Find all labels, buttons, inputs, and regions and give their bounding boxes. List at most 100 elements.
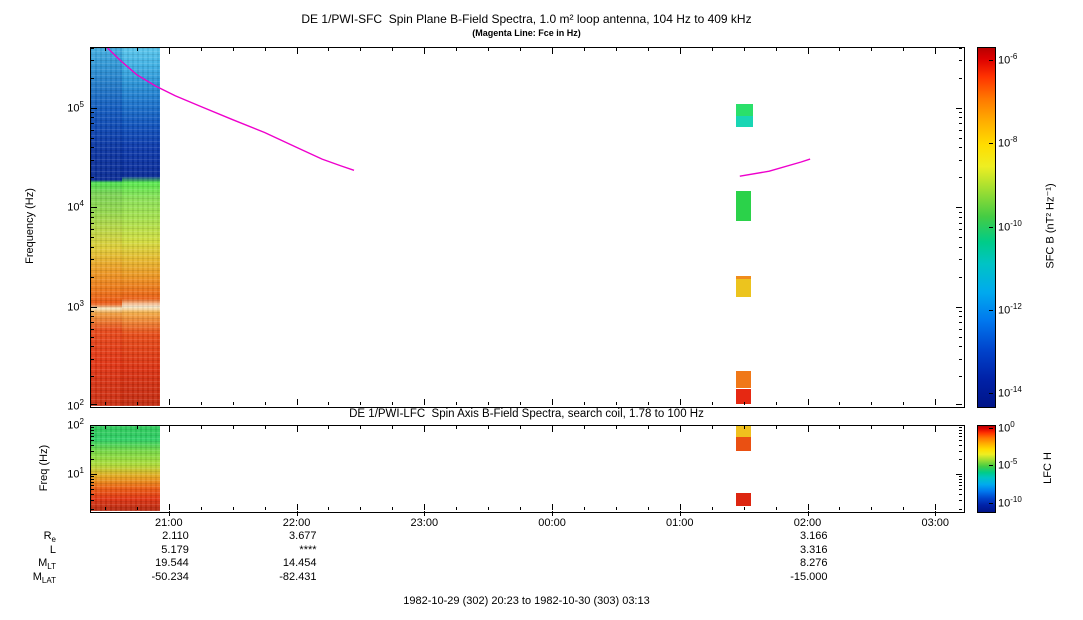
y-minor-tick xyxy=(959,259,962,261)
y-minor-tick xyxy=(91,493,94,495)
x-minor-tick xyxy=(743,48,745,51)
y-minor-tick xyxy=(959,427,962,429)
spectrogram-patch xyxy=(91,426,161,511)
x-tick-label: 22:00 xyxy=(282,517,311,529)
x-minor-tick xyxy=(456,402,458,405)
x-major-tick xyxy=(679,426,681,432)
x-minor-tick xyxy=(711,507,713,510)
colorbar-tick-label: 10-5 xyxy=(998,457,1018,473)
x-minor-tick xyxy=(520,402,522,405)
y-minor-tick xyxy=(959,321,962,323)
y-minor-tick xyxy=(91,48,94,49)
y-minor-tick xyxy=(91,432,94,434)
y-minor-tick xyxy=(959,77,962,79)
x-minor-tick xyxy=(264,48,266,51)
x-major-tick xyxy=(935,399,937,405)
y-minor-tick xyxy=(91,159,94,161)
ephemeris-value: 3.316 xyxy=(800,543,828,556)
y-major-tick xyxy=(91,306,97,308)
y-minor-tick xyxy=(91,229,94,231)
x-major-tick xyxy=(296,399,298,405)
x-minor-tick xyxy=(839,507,841,510)
x-minor-tick xyxy=(615,402,617,405)
colorbar-tick xyxy=(989,59,993,61)
x-minor-tick xyxy=(488,507,490,510)
x-axis-outer-tick xyxy=(807,511,809,516)
x-minor-tick xyxy=(839,426,841,429)
x-major-tick xyxy=(424,504,426,510)
y-minor-tick xyxy=(91,328,94,330)
y-minor-tick xyxy=(91,358,94,360)
x-minor-tick xyxy=(392,402,394,405)
x-minor-tick xyxy=(328,507,330,510)
y-minor-tick xyxy=(959,499,962,501)
y-minor-tick xyxy=(959,432,962,434)
y-minor-tick xyxy=(91,177,94,179)
spectrogram-patch xyxy=(91,48,122,406)
x-minor-tick xyxy=(775,426,777,429)
y-minor-tick xyxy=(959,211,962,213)
x-minor-tick xyxy=(360,48,362,51)
spectrogram-data-block xyxy=(735,275,752,279)
y-tick-label: 101 xyxy=(67,466,84,481)
spectrogram-data-block xyxy=(735,437,752,451)
x-tick-label: 21:00 xyxy=(155,517,183,529)
y-minor-tick xyxy=(959,229,962,231)
y-minor-tick xyxy=(959,123,962,125)
patch-texture xyxy=(91,426,161,511)
x-major-tick xyxy=(679,48,681,54)
y-minor-tick xyxy=(959,439,962,441)
x-minor-tick xyxy=(264,402,266,405)
x-minor-tick xyxy=(392,507,394,510)
x-major-tick xyxy=(935,504,937,510)
fce-line xyxy=(107,48,355,171)
y-minor-tick xyxy=(91,211,94,213)
patch-texture xyxy=(91,48,122,406)
colorbar-tick xyxy=(989,465,993,467)
y-minor-tick xyxy=(959,216,962,218)
y-minor-tick xyxy=(91,439,94,441)
x-major-tick xyxy=(168,399,170,405)
x-minor-tick xyxy=(392,426,394,429)
sfc-y-axis-label: Frequency (Hz) xyxy=(24,188,36,264)
x-minor-tick xyxy=(328,48,330,51)
x-major-tick xyxy=(168,48,170,54)
y-minor-tick xyxy=(91,508,94,510)
spectrogram-data-block xyxy=(735,389,752,405)
y-minor-tick xyxy=(91,459,94,461)
y-minor-tick xyxy=(959,493,962,495)
x-minor-tick xyxy=(711,48,713,51)
x-minor-tick xyxy=(839,48,841,51)
y-minor-tick xyxy=(91,444,94,446)
x-major-tick xyxy=(424,48,426,54)
y-minor-tick xyxy=(91,499,94,501)
x-minor-tick xyxy=(104,48,106,51)
y-minor-tick xyxy=(959,336,962,338)
y-tick-label: 105 xyxy=(67,99,84,115)
x-minor-tick xyxy=(488,48,490,51)
x-minor-tick xyxy=(520,48,522,51)
ephemeris-value: -50.234 xyxy=(151,570,189,583)
patch-texture xyxy=(121,48,161,406)
x-major-tick xyxy=(296,504,298,510)
y-minor-tick xyxy=(91,488,94,490)
y-minor-tick xyxy=(91,481,94,483)
x-minor-tick xyxy=(743,402,745,405)
x-minor-tick xyxy=(456,48,458,51)
colorbar-tick-label: 10-6 xyxy=(998,51,1018,67)
y-minor-tick xyxy=(91,311,94,313)
lfc-spectrogram-panel xyxy=(90,425,965,513)
colorbar-tick xyxy=(989,427,993,429)
x-axis-outer-tick xyxy=(168,511,170,516)
ephemeris-value: 14.454 xyxy=(282,557,317,570)
y-minor-tick xyxy=(959,177,962,179)
colorbar-tick-label: 100 xyxy=(998,419,1015,435)
x-major-tick xyxy=(807,504,809,510)
y-minor-tick xyxy=(959,276,962,278)
x-minor-tick xyxy=(488,402,490,405)
y-minor-tick xyxy=(91,450,94,452)
x-minor-tick xyxy=(104,426,106,429)
x-major-tick xyxy=(807,399,809,405)
y-minor-tick xyxy=(91,129,94,131)
sfc-spectrogram-panel xyxy=(90,47,965,408)
